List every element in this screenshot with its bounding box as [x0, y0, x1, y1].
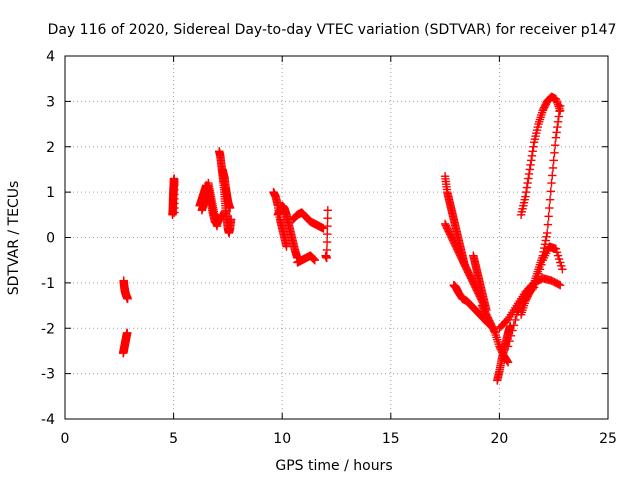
data-point — [557, 261, 566, 271]
data-point — [521, 187, 531, 197]
data-point — [226, 215, 236, 224]
y-tick-label: -2 — [41, 321, 55, 337]
data-point — [550, 148, 559, 158]
data-point — [551, 133, 561, 142]
data-point — [524, 174, 533, 183]
data-point — [225, 203, 235, 213]
data-point — [309, 255, 319, 264]
data-point — [323, 229, 332, 239]
data-point — [521, 192, 530, 201]
x-tick-label: 0 — [61, 431, 70, 447]
x-tick-label: 5 — [169, 431, 178, 447]
data-point — [527, 156, 536, 165]
x-tick-label: 10 — [273, 431, 291, 447]
data-point — [524, 169, 534, 179]
data-point — [541, 236, 550, 245]
data-point — [528, 147, 537, 156]
data-point — [548, 171, 557, 180]
grid-layer — [65, 56, 608, 419]
data-point — [122, 328, 132, 337]
data-point — [551, 244, 561, 254]
y-tick-label: 2 — [46, 140, 55, 156]
data-point — [490, 327, 499, 336]
x-tick-label: 20 — [490, 431, 508, 447]
y-axis-label: SDTVAR / TECUs — [6, 181, 22, 296]
data-point — [505, 336, 514, 346]
y-tick-label: 0 — [46, 231, 55, 247]
data-point — [553, 117, 563, 126]
x-axis-label: GPS time / hours — [275, 458, 392, 474]
data-point — [550, 141, 560, 150]
data-point — [310, 255, 319, 265]
data-point — [549, 156, 558, 165]
data-point — [556, 280, 565, 290]
data-point — [503, 358, 513, 367]
data-point — [503, 342, 513, 351]
y-tick-label: 3 — [46, 94, 55, 110]
data-point — [323, 214, 332, 223]
y-tick-label: -3 — [41, 367, 55, 383]
data-point — [522, 183, 532, 192]
y-tick-label: -1 — [41, 276, 55, 292]
data-point — [545, 203, 554, 213]
data-point — [322, 237, 332, 247]
data-point — [509, 321, 519, 330]
data-point — [543, 220, 553, 229]
data-point — [556, 106, 565, 115]
data-point — [511, 315, 520, 325]
data-layer — [119, 92, 567, 385]
data-point — [282, 242, 291, 251]
data-point — [212, 221, 222, 231]
data-point — [547, 178, 556, 188]
x-tick-label: 25 — [599, 431, 617, 447]
data-point — [322, 245, 332, 255]
data-point — [545, 195, 555, 204]
data-point — [170, 208, 179, 217]
data-point — [526, 160, 535, 170]
data-point — [556, 258, 565, 267]
data-point — [553, 122, 562, 132]
data-point — [554, 254, 564, 264]
data-point — [322, 253, 331, 263]
data-point — [542, 228, 552, 238]
data-point — [523, 178, 532, 188]
data-point — [540, 243, 549, 253]
data-point — [309, 254, 318, 263]
data-point — [529, 142, 538, 151]
data-point — [506, 331, 516, 341]
y-tick-label: -4 — [41, 412, 55, 428]
data-point — [542, 232, 551, 241]
data-point — [554, 280, 563, 289]
data-point — [525, 165, 535, 174]
data-point — [539, 247, 548, 257]
data-point — [527, 151, 537, 161]
data-point — [548, 163, 558, 173]
data-point — [540, 240, 550, 249]
data-point — [529, 280, 538, 289]
y-tick-label: 1 — [46, 185, 55, 201]
data-point — [123, 294, 132, 303]
data-point — [544, 212, 553, 221]
data-point — [552, 248, 562, 257]
data-point — [506, 321, 515, 331]
y-tick-label: 4 — [46, 49, 55, 65]
data-point — [553, 251, 563, 260]
data-point — [503, 356, 512, 366]
data-point — [323, 206, 333, 215]
data-point — [508, 326, 517, 335]
data-point — [552, 128, 561, 137]
data-point — [538, 251, 548, 260]
data-point — [558, 265, 567, 274]
tick-layer: 0 5 10 15 20 25 -4 -3 -2 -1 0 1 2 3 4 — [41, 49, 617, 447]
data-point — [323, 221, 332, 231]
data-point — [554, 112, 563, 121]
data-point — [546, 187, 556, 196]
x-tick-label: 15 — [382, 431, 400, 447]
chart-title: Day 116 of 2020, Sidereal Day-to-day VTE… — [48, 22, 617, 38]
